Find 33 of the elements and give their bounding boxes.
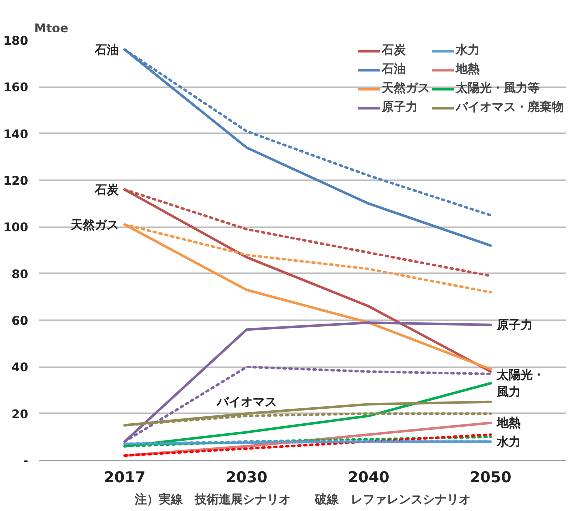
line-series xyxy=(124,434,492,458)
x-tick-label: 2030 xyxy=(226,468,268,486)
x-tick-label: 2050 xyxy=(470,468,512,486)
legend-label: 石油 xyxy=(382,61,406,78)
x-tick-label: 2017 xyxy=(104,468,146,486)
legend-label: 石炭 xyxy=(382,42,406,59)
legend-label: 原子力 xyxy=(382,99,418,116)
annotation: 石油 xyxy=(94,42,119,57)
y-tick-label: 40 xyxy=(12,360,29,375)
y-tick-label: - xyxy=(24,454,29,468)
legend-label: 地熱 xyxy=(456,61,480,78)
annotation: 原子力 xyxy=(496,318,533,332)
annotation: 石炭 xyxy=(94,182,120,197)
legend-label: 天然ガス xyxy=(382,80,430,97)
y-tick-label: 60 xyxy=(12,314,29,328)
annotation: 水力 xyxy=(496,434,521,449)
text: 注）実線 技術進展シナリオ 破線 レファレンスシナリオ xyxy=(134,492,471,506)
legend-label: 水力 xyxy=(456,42,480,59)
x-tick-label: 2040 xyxy=(348,468,390,486)
y-tick-label: 80 xyxy=(12,267,29,282)
y-tick-label: 120 xyxy=(3,174,29,188)
y-tick-label: 160 xyxy=(3,80,29,95)
y-tick-label: 140 xyxy=(3,127,29,142)
y-axis-title: Mtoe xyxy=(34,22,69,36)
annotation: バイオマス xyxy=(216,394,277,409)
legend-label: 太陽光・風力等 xyxy=(456,80,540,97)
y-tick-label: 100 xyxy=(3,220,29,235)
legend-label: バイオマス・廃棄物 xyxy=(456,99,564,116)
y-tick-label: 20 xyxy=(12,407,29,422)
annotation: 太陽光・風力 xyxy=(496,368,545,399)
y-tick-label: 180 xyxy=(3,34,29,48)
annotation: 地熱 xyxy=(496,416,521,430)
annotation: 天然ガス xyxy=(70,218,119,232)
